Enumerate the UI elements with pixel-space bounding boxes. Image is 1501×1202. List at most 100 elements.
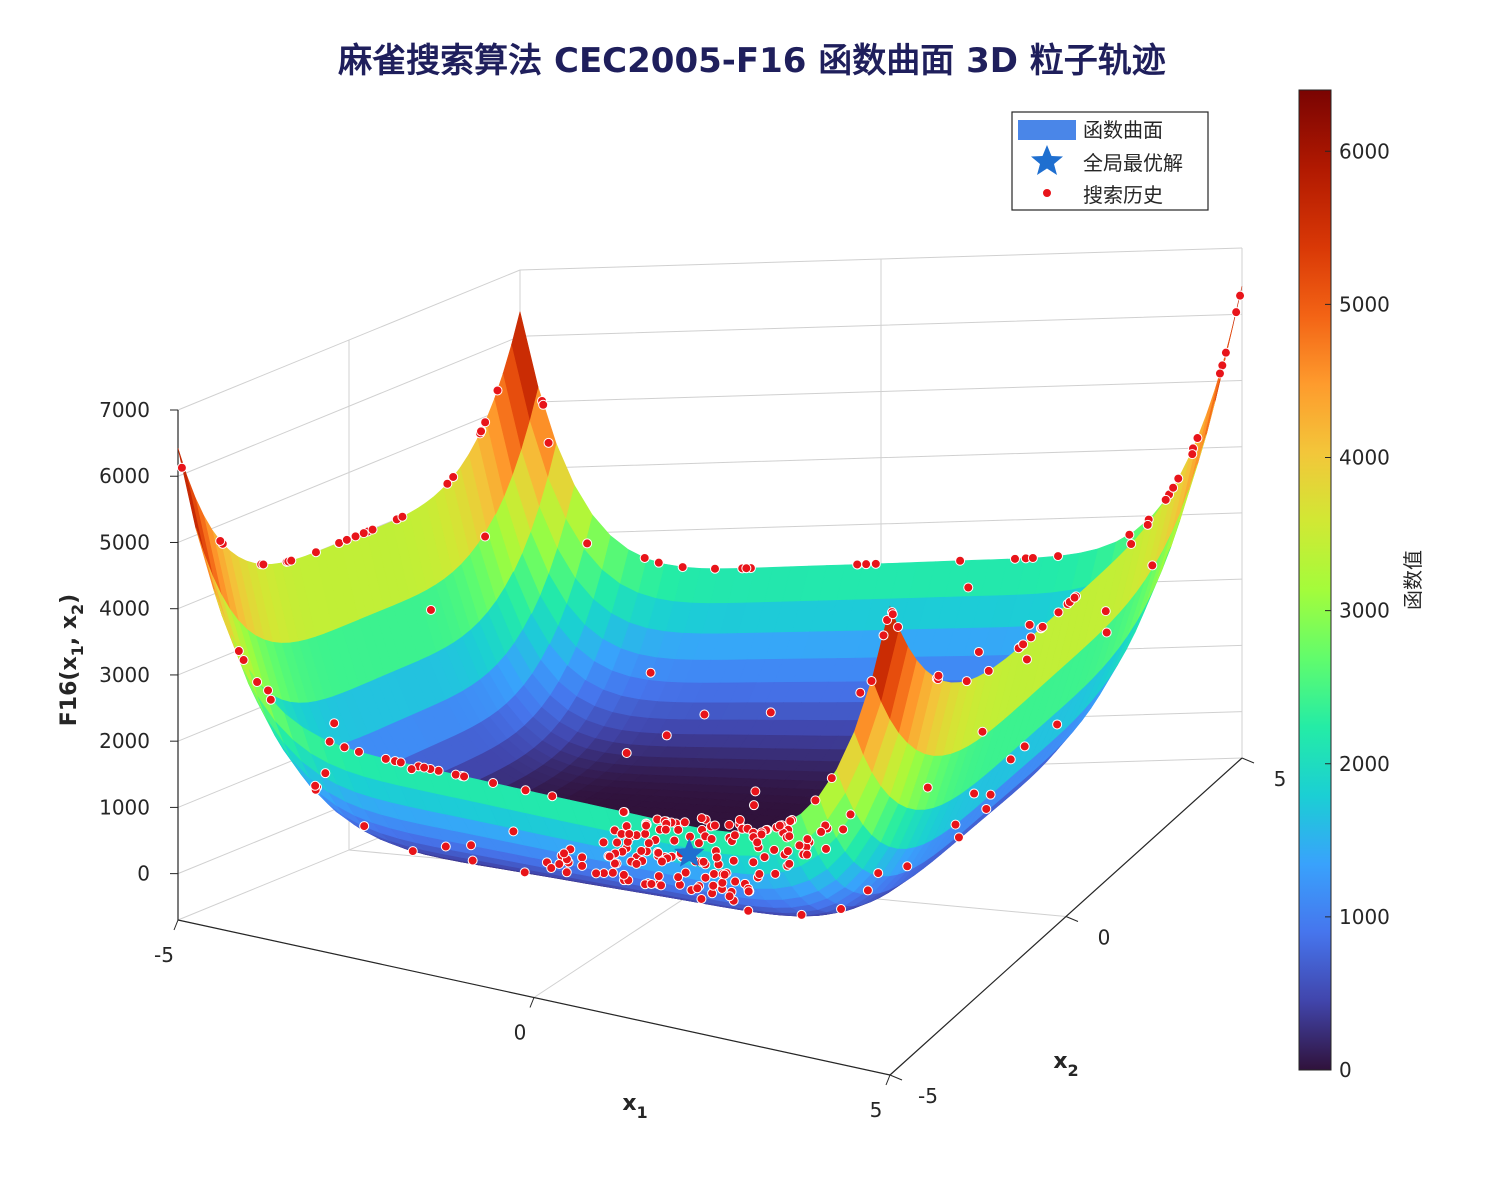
search-history-point xyxy=(582,538,593,549)
colorbar-tick-label: 2000 xyxy=(1339,752,1390,776)
search-history-point xyxy=(265,694,276,705)
search-history-point xyxy=(310,780,321,791)
search-history-point xyxy=(656,880,667,891)
search-history-point xyxy=(699,709,710,720)
search-history-point xyxy=(696,893,707,904)
x1-tick-label: -5 xyxy=(154,943,174,967)
colorbar-tick-label: 5000 xyxy=(1339,292,1390,316)
search-history-point xyxy=(717,877,728,888)
search-history-point xyxy=(643,838,654,849)
search-history-point xyxy=(836,904,847,915)
search-history-point xyxy=(543,437,554,448)
colorbar-tick-label: 1000 xyxy=(1339,905,1390,929)
surface-patch xyxy=(1179,413,1208,513)
search-history-point xyxy=(639,552,650,563)
search-history-point xyxy=(1005,754,1016,765)
search-history-point xyxy=(176,462,187,473)
x2-tick-label: 0 xyxy=(1098,926,1111,950)
search-history-point xyxy=(698,856,709,867)
x2-axis-label: x2 xyxy=(1053,1049,1078,1080)
z-tick-label: 7000 xyxy=(99,398,150,422)
legend-surface-swatch xyxy=(1018,120,1076,140)
colorbar-bar xyxy=(1298,89,1332,1071)
search-history-point xyxy=(1069,592,1080,603)
search-history-point xyxy=(618,806,629,817)
search-history-point xyxy=(734,814,745,825)
search-history-point xyxy=(981,803,992,814)
search-history-point xyxy=(950,819,961,830)
global-optimum-marker xyxy=(674,837,705,867)
search-history-point xyxy=(359,821,370,832)
search-history-point xyxy=(341,534,352,545)
search-history-point xyxy=(784,858,795,869)
search-history-point xyxy=(660,824,671,835)
search-history-point xyxy=(866,676,877,687)
colorbar-label: 函数值 xyxy=(1401,550,1425,610)
search-history-point xyxy=(724,891,735,902)
search-history-point xyxy=(719,869,730,880)
search-history-point xyxy=(641,820,652,831)
search-history-point xyxy=(488,777,499,788)
search-history-point xyxy=(902,861,913,872)
search-history-point xyxy=(450,769,461,780)
search-history-point xyxy=(1187,449,1198,460)
search-history-points xyxy=(176,290,1246,920)
search-history-point xyxy=(577,860,588,871)
search-history-point xyxy=(591,868,602,879)
search-history-point xyxy=(636,845,647,856)
x1-axis-label: x1 xyxy=(622,1091,647,1122)
search-history-point xyxy=(728,855,739,866)
function-surface xyxy=(177,286,1243,917)
search-history-point xyxy=(258,559,269,570)
search-history-point xyxy=(878,630,889,641)
legend-star-icon xyxy=(1031,145,1063,175)
search-history-point xyxy=(1173,473,1184,484)
search-history-point xyxy=(554,859,565,870)
search-history-point xyxy=(977,726,988,737)
search-history-point xyxy=(801,849,812,860)
search-history-point xyxy=(1124,529,1135,540)
search-history-point xyxy=(724,819,735,830)
search-history-point xyxy=(730,876,741,887)
search-history-point xyxy=(406,764,417,775)
search-history-point xyxy=(624,828,635,839)
search-history-point xyxy=(922,782,933,793)
search-history-point xyxy=(1126,538,1137,549)
search-history-point xyxy=(743,905,754,916)
legend-label-surface: 函数曲面 xyxy=(1083,118,1163,142)
search-history-point xyxy=(380,753,391,764)
search-history-point xyxy=(963,582,974,593)
search-history-point xyxy=(466,840,477,851)
legend-dot-icon xyxy=(1042,188,1052,198)
search-history-point xyxy=(546,863,557,874)
search-history-point xyxy=(680,867,691,878)
search-history-point xyxy=(653,557,664,568)
search-history-point xyxy=(893,621,904,632)
search-history-point xyxy=(442,478,453,489)
x2-tick-mark xyxy=(889,1074,903,1081)
search-history-point xyxy=(397,511,408,522)
search-history-point xyxy=(476,426,487,437)
search-history-point xyxy=(700,872,711,883)
search-history-point xyxy=(961,676,972,687)
search-history-point xyxy=(1100,606,1111,617)
search-history-point xyxy=(395,757,406,768)
search-history-point xyxy=(816,826,827,837)
search-history-point xyxy=(1018,639,1029,650)
search-history-point xyxy=(353,746,364,757)
search-history-point xyxy=(547,791,558,802)
x2-tick-mark xyxy=(1065,916,1079,922)
search-history-point xyxy=(669,835,680,846)
search-history-point xyxy=(508,826,519,837)
search-history-point xyxy=(467,855,478,866)
search-history-point xyxy=(233,646,244,657)
search-history-point xyxy=(310,547,321,558)
search-history-point xyxy=(263,685,274,696)
legend: 函数曲面 全局最优解 搜索历史 xyxy=(1011,111,1209,211)
search-history-point xyxy=(656,856,667,867)
search-history-point xyxy=(862,885,873,896)
search-history-point xyxy=(425,604,436,615)
x2-tick-mark xyxy=(1241,757,1255,764)
search-history-point xyxy=(750,786,761,797)
